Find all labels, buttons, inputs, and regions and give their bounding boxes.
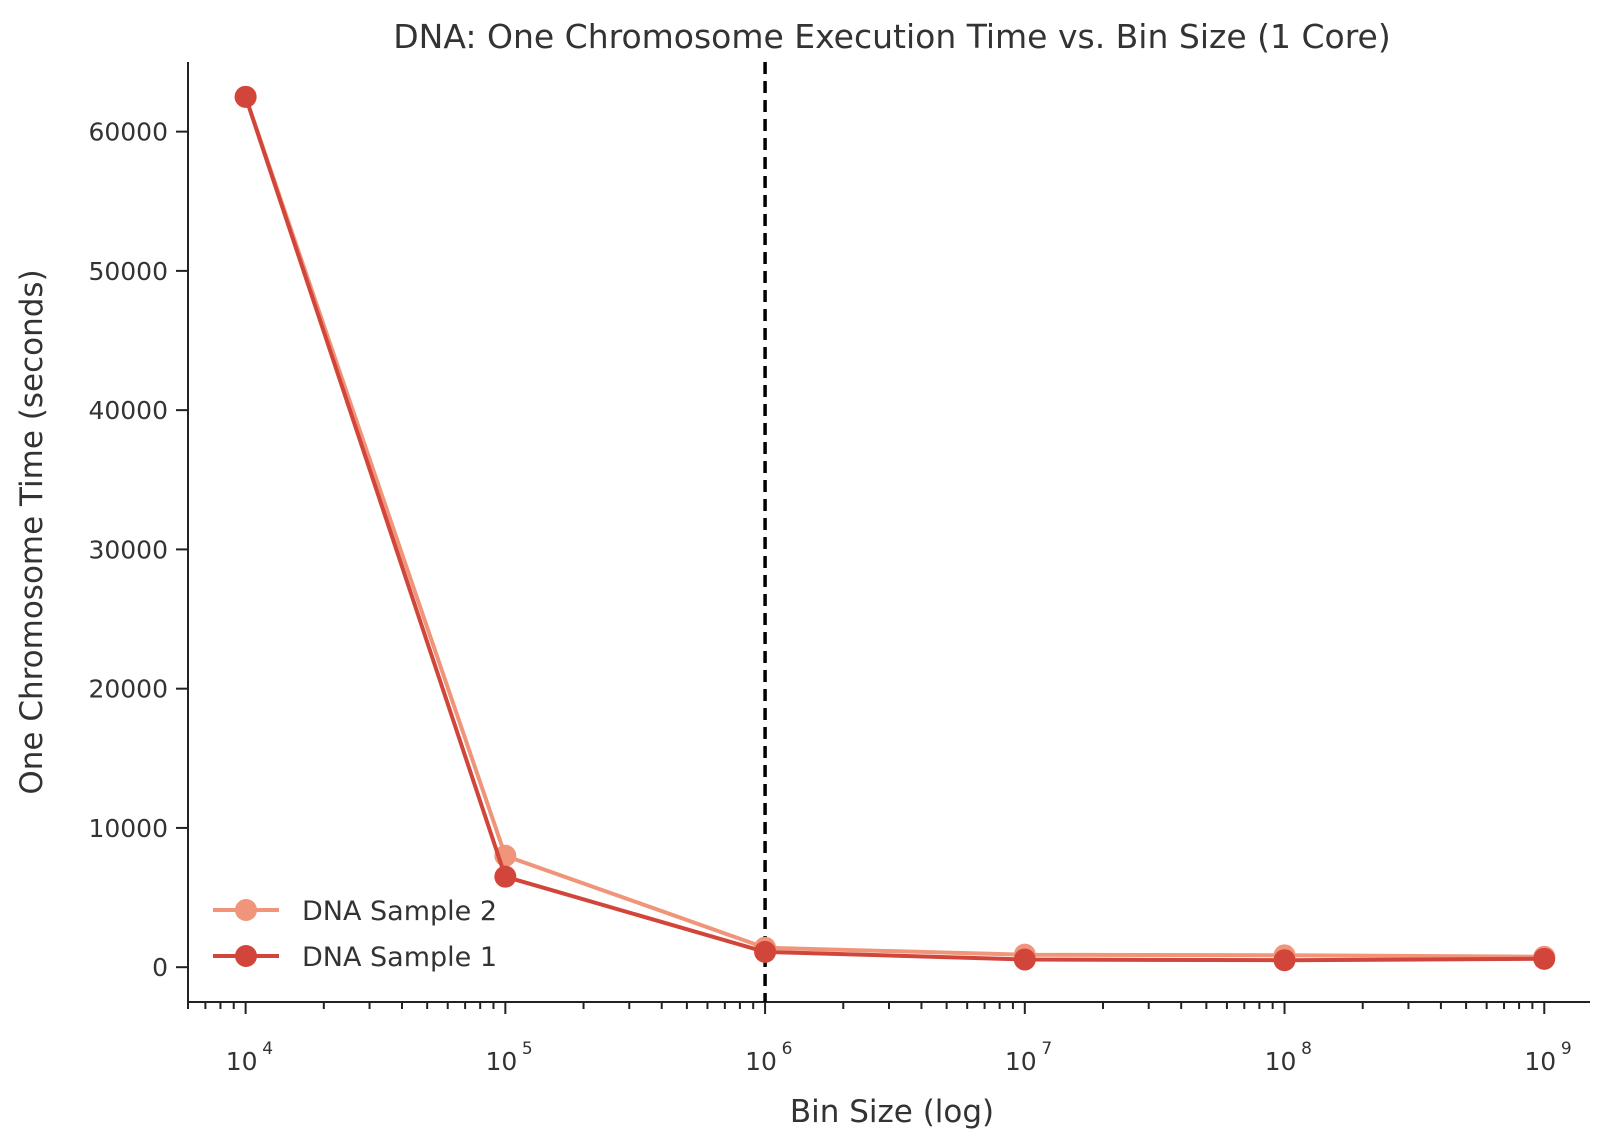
legend-marker [235, 899, 257, 921]
x-tick-label-exponent: 8 [1301, 1039, 1312, 1059]
legend-label: DNA Sample 2 [302, 896, 497, 927]
series-line [243, 96, 1545, 963]
y-tick-label: 20000 [88, 675, 168, 704]
x-tick-label-exponent: 6 [782, 1039, 793, 1059]
chart-title: DNA: One Chromosome Execution Time vs. B… [393, 17, 1390, 56]
legend-label: DNA Sample 1 [302, 942, 497, 973]
x-tick-label: 10 [1265, 1047, 1297, 1076]
y-tick-label: 50000 [88, 257, 168, 286]
y-tick-label: 0 [152, 953, 168, 982]
x-axis-label: Bin Size (log) [790, 1094, 994, 1130]
x-tick-label: 10 [485, 1047, 517, 1076]
series-2 [234, 85, 1556, 972]
x-tick-label-exponent: 4 [262, 1039, 273, 1059]
x-tick-label: 10 [1524, 1047, 1556, 1076]
x-tick-label: 10 [745, 1047, 777, 1076]
data-point [494, 865, 517, 888]
data-point [1533, 947, 1556, 970]
series-1 [234, 85, 1556, 968]
series-line [243, 96, 1545, 959]
y-tick-label: 60000 [88, 118, 168, 147]
x-tick-label-exponent: 5 [522, 1039, 533, 1059]
legend: DNA Sample 2 DNA Sample 1 [213, 896, 497, 973]
y-tick-label: 40000 [88, 396, 168, 425]
data-point [1013, 948, 1036, 971]
y-tick-label: 10000 [88, 814, 168, 843]
x-tick-label: 10 [226, 1047, 258, 1076]
y-tick-label: 30000 [88, 535, 168, 564]
data-point [234, 85, 257, 108]
legend-marker [235, 945, 257, 967]
y-axis-label: One Chromosome Time (seconds) [14, 269, 50, 794]
series-group [234, 85, 1556, 972]
x-tick-label-exponent: 7 [1041, 1039, 1052, 1059]
x-tick-label: 10 [1005, 1047, 1037, 1076]
data-point [754, 940, 777, 963]
data-point [1273, 949, 1296, 972]
x-tick-label-exponent: 9 [1561, 1039, 1572, 1059]
